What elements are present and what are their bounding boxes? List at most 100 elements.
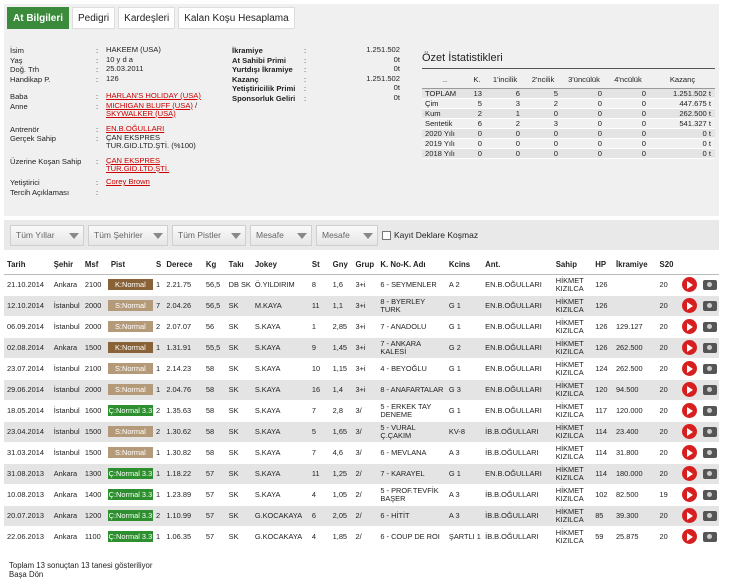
- info-row-antrenor: Antrenör: EN.B.OĞULLARI: [10, 123, 165, 134]
- race-cell: EN.B.OĞULLARI: [482, 337, 553, 359]
- play-icon[interactable]: [682, 340, 698, 355]
- race-cell: 1,15: [329, 358, 353, 380]
- camera-icon[interactable]: [703, 384, 718, 395]
- table-row: 06.09.2014 İstanbul 2000 S:Normal 2 2.07.07 56…: [4, 316, 719, 338]
- race-cell: G.KOCAKAYA: [251, 526, 309, 548]
- race-cell: 102: [592, 484, 613, 506]
- year-filter-select[interactable]: Tüm Yıllar: [10, 224, 84, 246]
- play-icon[interactable]: [682, 445, 698, 460]
- photo-cell: [700, 358, 719, 380]
- race-cell: 8: [308, 274, 330, 296]
- camera-icon[interactable]: [703, 321, 718, 332]
- tab-kalan-kosu[interactable]: Kalan Koşu Hesaplama: [178, 7, 295, 29]
- breeder-link[interactable]: Corey Brown: [106, 177, 150, 186]
- camera-icon[interactable]: [703, 405, 718, 416]
- race-header[interactable]: Ant.: [482, 255, 553, 275]
- race-header[interactable]: İkramiye: [612, 255, 657, 275]
- race-cell: EN.B.OĞULLARI: [482, 463, 553, 485]
- race-cell: 2,85: [329, 316, 353, 338]
- chevron-down-icon: [363, 232, 373, 239]
- checkbox[interactable]: [382, 230, 391, 240]
- play-icon[interactable]: [682, 487, 698, 502]
- chevron-down-icon: [153, 232, 163, 239]
- play-icon[interactable]: [682, 529, 698, 544]
- race-cell: 18.05.2014: [4, 400, 51, 422]
- race-header[interactable]: Pist: [107, 255, 154, 275]
- stats-cell: 1.251.502 t: [650, 88, 715, 99]
- race-cell: [612, 295, 657, 317]
- race-cell: Ankara: [50, 463, 82, 485]
- dam-sire-link[interactable]: SKYWALKER (USA): [106, 108, 176, 118]
- camera-icon[interactable]: [703, 447, 718, 458]
- back-to-top-link[interactable]: Başa Dön: [9, 570, 44, 579]
- race-header[interactable]: Msf: [81, 255, 108, 275]
- sire-link[interactable]: HARLAN'S HOLIDAY (USA): [106, 91, 201, 100]
- play-icon[interactable]: [682, 298, 698, 313]
- race-cell: 120: [592, 379, 613, 401]
- tab-at-bilgileri[interactable]: At Bilgileri: [7, 7, 70, 29]
- race-header[interactable]: Derece: [163, 255, 203, 275]
- race-header[interactable]: HP: [592, 255, 613, 275]
- camera-icon[interactable]: [703, 468, 718, 479]
- race-header[interactable]: Grup: [352, 255, 378, 275]
- race-cell: Ö.YILDIRIM: [251, 274, 309, 296]
- race-header[interactable]: Takı: [225, 255, 252, 275]
- race-cell: 16: [308, 379, 330, 401]
- race-header[interactable]: K. No-K. Adı: [377, 255, 446, 275]
- camera-icon[interactable]: [703, 426, 718, 437]
- race-header[interactable]: S20: [656, 255, 680, 275]
- race-header[interactable]: Kg: [202, 255, 226, 275]
- race-cell: 9: [308, 337, 330, 359]
- race-header[interactable]: Tarih: [4, 255, 51, 275]
- play-icon[interactable]: [682, 403, 698, 418]
- race-header[interactable]: Şehir: [50, 255, 82, 275]
- kayit-deklare-toggle[interactable]: Kayıt Deklare Koşmaz: [382, 230, 478, 240]
- race-header[interactable]: Gny: [329, 255, 353, 275]
- race-cell: 3+i: [352, 295, 378, 317]
- race-cell: 20: [656, 442, 680, 464]
- race-header[interactable]: St: [308, 255, 330, 275]
- distance-filter-select[interactable]: Mesafe: [250, 224, 312, 246]
- race-header[interactable]: Jokey: [251, 255, 309, 275]
- play-icon[interactable]: [682, 277, 698, 292]
- camera-icon[interactable]: [703, 363, 718, 374]
- play-icon[interactable]: [682, 361, 698, 376]
- dam-link[interactable]: MICHIGAN BLUFF (USA): [106, 100, 193, 110]
- race-cell: S.KAYA: [251, 484, 309, 506]
- table-row: 10.08.2013 Ankara 1400 Ç:Normal 3.3 1 1.23.89…: [4, 484, 719, 506]
- race-cell: 114: [592, 442, 613, 464]
- tab-pedigri[interactable]: Pedigri: [72, 7, 116, 29]
- play-icon[interactable]: [682, 424, 698, 439]
- tab-kardesleri[interactable]: Kardeşleri: [118, 7, 176, 29]
- stats-cell: 0: [562, 88, 606, 99]
- race-cell: 6 - SEYMENLER: [377, 274, 446, 296]
- owner-link[interactable]: ÇAN EKSPRES TUR.GID.LTD.ŞTİ.: [106, 156, 170, 173]
- race-header[interactable]: Sahip: [552, 255, 593, 275]
- camera-icon[interactable]: [703, 342, 718, 353]
- track-filter-select[interactable]: Tüm Pistler: [172, 224, 246, 246]
- camera-icon[interactable]: [703, 510, 718, 521]
- chevron-down-icon: [69, 232, 79, 239]
- track-surface-badge: S:Normal: [107, 421, 154, 443]
- race-header[interactable]: [679, 255, 701, 275]
- play-icon[interactable]: [682, 319, 698, 334]
- photo-cell: [700, 274, 719, 296]
- race-cell: 6 - HİTİT: [377, 505, 446, 527]
- camera-icon[interactable]: [703, 300, 718, 311]
- race-cell: 1,4: [329, 379, 353, 401]
- race-cell: 10.08.2013: [4, 484, 51, 506]
- race-cell: 1: [153, 463, 164, 485]
- play-icon[interactable]: [682, 466, 698, 481]
- camera-icon[interactable]: [703, 279, 718, 290]
- distance-filter-select-2[interactable]: Mesafe: [316, 224, 378, 246]
- camera-icon[interactable]: [703, 531, 718, 542]
- stats-row: 2020 Yılı 0 0 0 0 0 0 t: [422, 128, 715, 139]
- race-header[interactable]: [700, 255, 719, 275]
- city-filter-select[interactable]: Tüm Şehirler: [88, 224, 168, 246]
- trainer-link[interactable]: EN.B.OĞULLARI: [106, 123, 165, 133]
- play-icon[interactable]: [682, 382, 698, 397]
- race-header[interactable]: S: [153, 255, 164, 275]
- play-icon[interactable]: [682, 508, 698, 523]
- camera-icon[interactable]: [703, 489, 718, 500]
- race-header[interactable]: Kcins: [445, 255, 483, 275]
